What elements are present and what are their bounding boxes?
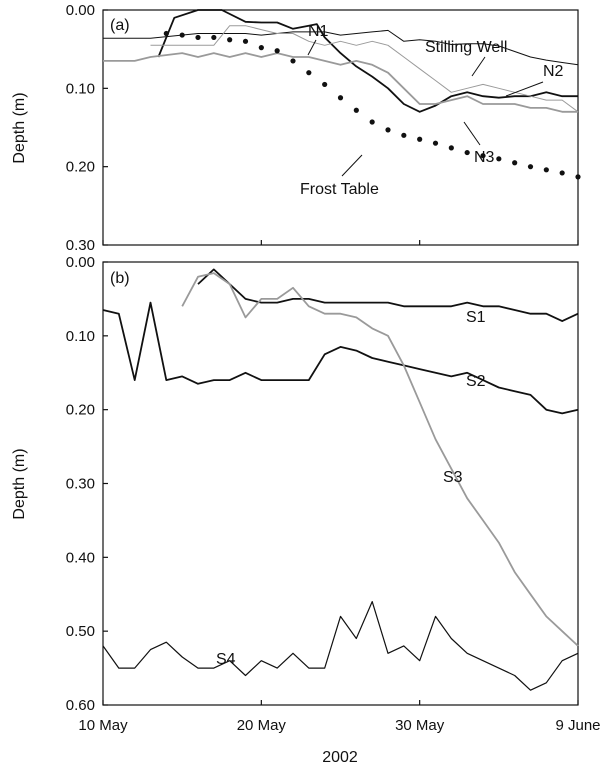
series-frost-table-point — [401, 132, 407, 138]
series-frost-table-point — [575, 174, 581, 180]
series-frost-table-point — [227, 37, 233, 43]
series-frost-table-point — [385, 127, 391, 133]
y-tick-label: 0.30 — [66, 237, 95, 254]
label-s3: S3 — [443, 469, 463, 486]
series-frost-table-point — [211, 34, 217, 41]
series-frost-table-point — [432, 140, 439, 146]
series-frost-table-point — [480, 153, 486, 159]
label-n3: N3 — [474, 149, 495, 166]
panel-b-ylabel: Depth (m) — [11, 448, 28, 519]
y-tick-label: 0.20 — [66, 159, 95, 176]
x-tick-label: 30 May — [395, 717, 445, 734]
series-frost-table-point — [322, 81, 328, 88]
panel-a: (a) 0.00 0.10 0.20 0.30 Depth (m) N1 Stilli… — [11, 2, 581, 254]
series-frost-table-point — [559, 170, 565, 176]
y-tick-label: 0.30 — [66, 476, 95, 493]
y-tick-label: 0.10 — [66, 80, 95, 97]
series-frost-table-point — [195, 34, 201, 41]
series-frost-table-point — [337, 95, 344, 101]
label-s2: S2 — [466, 373, 486, 390]
label-n2: N2 — [543, 63, 564, 80]
y-tick-label: 0.10 — [66, 328, 95, 345]
panel-b: (b) 0.00 0.10 0.20 0.30 0.40 0.50 0.60 Depth (… — [11, 254, 579, 714]
panel-a-frame — [102, 9, 579, 246]
leader-n1 — [307, 39, 317, 56]
series-frost-table-point — [464, 149, 470, 156]
series-frost-table-point — [306, 70, 312, 76]
series-frost-table-point — [369, 119, 375, 125]
panel-a-tag: (a) — [110, 17, 130, 34]
series-s3-line — [181, 272, 579, 647]
label-frost-table: Frost Table — [300, 181, 379, 198]
y-tick-label: 0.60 — [66, 697, 95, 714]
series-frost-table-point — [543, 167, 549, 173]
x-tick-label: 10 May — [78, 717, 128, 734]
series-frost-table-point — [179, 32, 185, 38]
series-stilling-well-line — [103, 29, 579, 66]
series-frost-table-point — [512, 160, 518, 166]
label-s1: S1 — [466, 309, 486, 326]
panel-b-tag: (b) — [110, 270, 130, 287]
series-s4-line — [102, 600, 579, 691]
series-s1-line — [197, 268, 579, 323]
series-s2-line — [102, 301, 579, 415]
y-tick-label: 0.20 — [66, 402, 95, 419]
series-frost-table-point — [448, 145, 454, 151]
x-tick-label: 9 June — [555, 717, 600, 734]
series-frost-table-point — [290, 58, 296, 64]
x-tick-label: 20 May — [237, 717, 287, 734]
series-frost-table-point — [274, 48, 280, 54]
series-frost-table-point — [258, 45, 264, 51]
y-tick-label: 0.50 — [66, 623, 95, 640]
series-frost-table-point — [417, 136, 423, 142]
label-n1: N1 — [308, 23, 329, 40]
panel-a-ylabel: Depth (m) — [11, 92, 28, 163]
series-n2-line — [150, 25, 579, 113]
series-n1-line — [157, 9, 578, 113]
y-tick-label: 0.00 — [66, 2, 95, 19]
leader-frost-table — [341, 154, 363, 177]
series-frost-table-point — [527, 164, 534, 170]
series-frost-table-point — [353, 107, 359, 113]
label-stilling-well: Stilling Well — [425, 39, 507, 56]
x-axis-label: 2002 — [322, 749, 358, 766]
label-s4: S4 — [216, 651, 236, 668]
series-frost-table-point — [496, 156, 502, 162]
series-n3-line — [103, 52, 578, 113]
series-frost-table-point — [242, 38, 249, 44]
leader-n3 — [463, 121, 481, 146]
y-tick-label: 0.00 — [66, 254, 95, 271]
leader-n2 — [505, 81, 544, 97]
leader-stilling-well — [471, 56, 486, 77]
series-frost-table-point — [163, 30, 169, 37]
y-tick-label: 0.40 — [66, 549, 95, 566]
panel-b-frame — [102, 261, 579, 706]
